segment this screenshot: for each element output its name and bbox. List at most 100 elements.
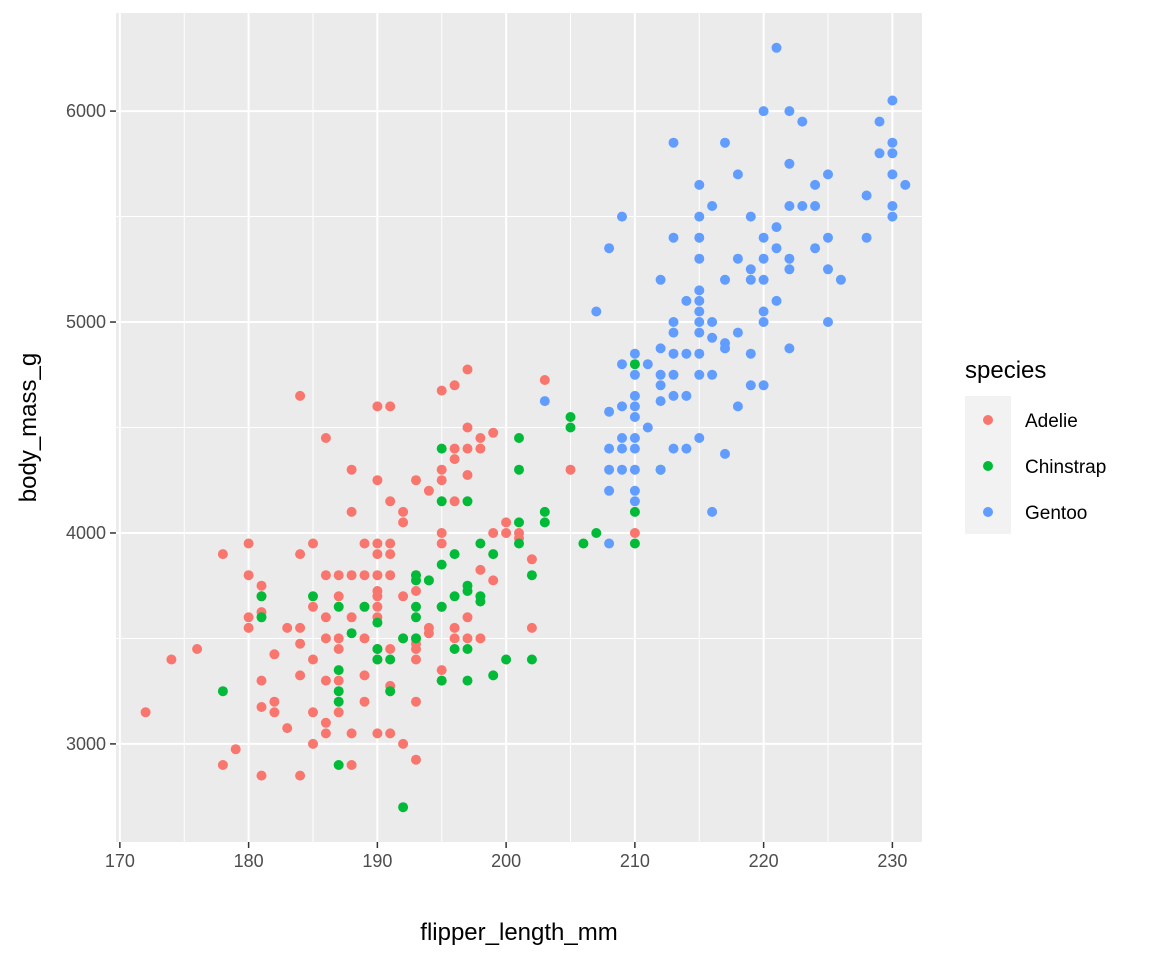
data-point bbox=[308, 591, 318, 602]
data-point bbox=[668, 390, 679, 401]
y-tick-label: 6000 bbox=[66, 101, 106, 121]
data-point bbox=[243, 622, 254, 633]
legend-label-gentoo: Gentoo bbox=[1025, 503, 1087, 524]
data-point bbox=[449, 454, 460, 465]
data-point bbox=[501, 517, 512, 528]
data-point bbox=[411, 654, 421, 665]
data-point bbox=[449, 622, 460, 633]
data-point bbox=[436, 496, 447, 507]
data-point bbox=[346, 464, 357, 475]
data-point bbox=[874, 148, 885, 159]
data-point bbox=[887, 211, 898, 222]
data-point bbox=[539, 396, 550, 407]
data-point bbox=[449, 549, 460, 560]
data-point bbox=[385, 686, 396, 697]
data-point bbox=[745, 211, 756, 222]
data-point bbox=[333, 570, 344, 581]
data-point bbox=[784, 264, 795, 275]
data-point bbox=[436, 528, 447, 538]
x-tick-label: 230 bbox=[877, 851, 907, 871]
data-point bbox=[681, 348, 692, 359]
data-point bbox=[642, 359, 653, 370]
data-point bbox=[385, 496, 396, 507]
data-point bbox=[758, 274, 769, 285]
data-point bbox=[488, 575, 499, 586]
data-point bbox=[436, 443, 447, 454]
data-point bbox=[475, 538, 486, 549]
data-point bbox=[591, 306, 602, 317]
data-point bbox=[617, 401, 627, 412]
legend-key-adelie bbox=[983, 415, 993, 425]
data-point bbox=[372, 570, 383, 581]
data-point bbox=[475, 633, 486, 644]
minor-gridlines bbox=[116, 13, 922, 842]
data-point bbox=[810, 179, 821, 190]
data-point bbox=[411, 475, 421, 486]
data-point bbox=[707, 332, 718, 343]
data-point bbox=[900, 179, 911, 190]
data-point bbox=[707, 369, 718, 380]
data-point bbox=[346, 570, 357, 581]
data-point bbox=[655, 274, 666, 285]
data-point bbox=[462, 422, 473, 433]
data-point bbox=[398, 633, 409, 644]
data-point bbox=[411, 612, 421, 623]
data-point bbox=[771, 243, 782, 254]
data-point bbox=[720, 274, 730, 285]
data-point bbox=[217, 760, 228, 770]
x-tick-label: 190 bbox=[362, 851, 392, 871]
data-point bbox=[256, 770, 267, 781]
data-point bbox=[823, 317, 833, 327]
data-point bbox=[539, 506, 550, 517]
data-point bbox=[346, 728, 357, 739]
data-point bbox=[462, 496, 473, 507]
data-point bbox=[629, 359, 640, 370]
data-point bbox=[411, 586, 421, 596]
data-point bbox=[411, 644, 421, 654]
data-point bbox=[256, 612, 267, 623]
data-point bbox=[385, 538, 396, 549]
data-point bbox=[475, 596, 486, 607]
data-point bbox=[359, 696, 370, 707]
data-point bbox=[230, 744, 241, 755]
data-point bbox=[629, 348, 640, 359]
data-point bbox=[539, 375, 550, 385]
data-point bbox=[694, 369, 705, 380]
data-point bbox=[823, 232, 833, 243]
data-point bbox=[668, 348, 679, 359]
y-axis: 3000 4000 5000 6000 bbox=[66, 101, 116, 754]
data-point bbox=[359, 601, 370, 612]
data-point bbox=[475, 433, 486, 443]
data-point bbox=[655, 396, 666, 407]
data-point bbox=[681, 443, 692, 454]
data-point bbox=[861, 232, 872, 243]
data-point bbox=[604, 443, 615, 454]
data-point bbox=[385, 401, 396, 412]
data-point bbox=[295, 622, 306, 633]
data-point bbox=[295, 390, 306, 401]
data-point bbox=[385, 549, 396, 560]
data-point bbox=[629, 443, 640, 454]
x-tick-label: 180 bbox=[234, 851, 264, 871]
data-points bbox=[140, 42, 911, 813]
data-point bbox=[707, 317, 718, 327]
data-point bbox=[320, 728, 331, 739]
data-point bbox=[514, 538, 524, 549]
data-point bbox=[385, 570, 396, 581]
data-point bbox=[308, 654, 318, 665]
data-point bbox=[604, 538, 615, 549]
data-point bbox=[668, 137, 679, 148]
data-point bbox=[617, 464, 627, 475]
data-point bbox=[758, 232, 769, 243]
data-point bbox=[745, 348, 756, 359]
data-point bbox=[874, 116, 885, 127]
data-point bbox=[475, 443, 486, 454]
data-point bbox=[372, 617, 383, 628]
data-point bbox=[488, 670, 499, 681]
data-point bbox=[758, 306, 769, 317]
data-point bbox=[835, 274, 846, 285]
data-point bbox=[282, 622, 293, 633]
data-point bbox=[604, 464, 615, 475]
data-point bbox=[797, 116, 808, 127]
data-point bbox=[771, 295, 782, 306]
